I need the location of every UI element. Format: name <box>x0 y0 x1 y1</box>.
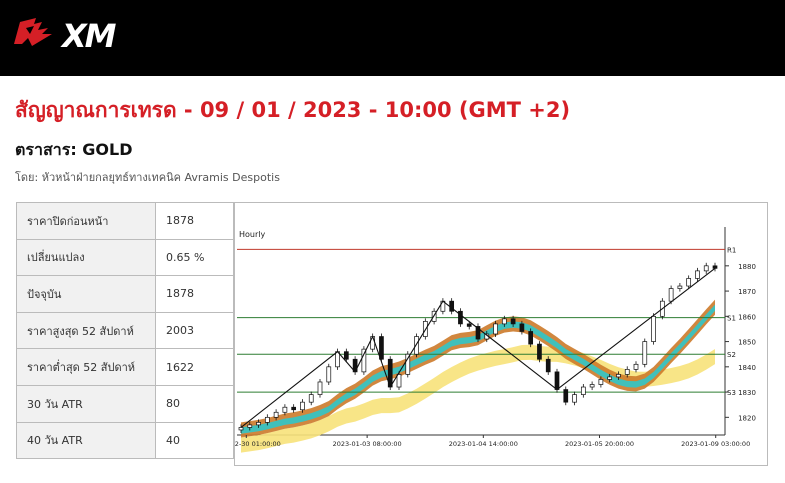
candle-body <box>554 371 560 390</box>
candle-body <box>291 406 297 411</box>
candle-body <box>405 353 411 375</box>
stat-label: ราคาปิดก่อนหน้า <box>16 202 156 240</box>
author-line: โดย: หัวหน้าฝ่ายกลยุทธ์ทางเทคนิค Avramis… <box>15 171 280 184</box>
stat-value: 1622 <box>155 348 234 386</box>
y-tick-label: 1860 <box>738 313 756 321</box>
candle-body <box>598 379 604 385</box>
xm-logo-mark-icon <box>14 18 52 46</box>
level-label-r1: R1 <box>727 246 736 254</box>
candle-body <box>616 374 621 378</box>
x-tick-label: 2023-01-09 03:00:00 <box>681 440 750 448</box>
candle-body <box>247 424 253 428</box>
candle-body <box>572 394 577 403</box>
stats-row: ราคาต่ำสุด 52 สัปดาห์ 1622 <box>16 348 234 386</box>
stat-label: ปัจจุบัน <box>16 275 156 313</box>
stats-row: ปัจจุบัน 1878 <box>16 275 234 313</box>
stat-value: 40 <box>155 421 234 460</box>
candle-body <box>624 369 630 375</box>
x-tick-label: 2023-01-05 20:00:00 <box>565 440 634 448</box>
stats-row: เปลี่ยนแปลง 0.65 % <box>16 238 234 277</box>
stats-row: 40 วัน ATR 40 <box>16 421 234 460</box>
xm-logo[interactable]: XM <box>12 14 132 55</box>
candle-body <box>493 323 498 335</box>
x-tick-label: 2022-12-30 01:00:00 <box>235 440 281 448</box>
stat-value: 1878 <box>155 275 234 313</box>
stat-label: ราคาต่ำสุด 52 สัปดาห์ <box>16 348 156 386</box>
candle-body <box>238 427 244 431</box>
candle-body <box>379 336 384 360</box>
y-tick-label: 1840 <box>738 364 756 372</box>
y-tick-label: 1870 <box>738 288 756 296</box>
candle-body <box>414 336 419 355</box>
candle-body <box>308 394 314 403</box>
candle-body <box>712 265 718 269</box>
candle-body <box>589 384 595 388</box>
x-tick-label: 2023-01-03 08:00:00 <box>333 440 402 448</box>
candle-body <box>273 411 279 418</box>
price-chart: Hourly 1820 1830 1840 1850 1860 1870 1880 R1 S1 S2… <box>234 202 768 466</box>
candle-body <box>256 422 261 426</box>
candle-body <box>703 265 709 272</box>
candle-body <box>528 331 534 345</box>
stat-value: 1878 <box>155 202 234 240</box>
timeframe-label: Hourly <box>239 230 265 239</box>
candle-body <box>300 401 305 411</box>
y-tick-label: 1820 <box>738 414 756 422</box>
candle-body <box>633 363 639 370</box>
stat-value: 80 <box>155 384 234 423</box>
candle-body <box>501 318 507 325</box>
x-tick-label: 2023-01-04 14:00:00 <box>449 440 518 448</box>
candle-body <box>537 343 542 360</box>
candle-body <box>695 270 700 279</box>
candle-body <box>317 381 323 395</box>
stats-row: 30 วัน ATR 80 <box>16 384 234 423</box>
y-tick-label: 1880 <box>738 263 756 271</box>
page-title: สัญญาณการเทรด - 09 / 01 / 2023 - 10:00 (… <box>15 98 571 122</box>
candle-body <box>519 323 525 332</box>
candle-body <box>651 315 656 342</box>
candle-body <box>396 374 402 388</box>
stat-value: 2003 <box>155 311 234 350</box>
candle-body <box>607 376 613 380</box>
ma-band-fast <box>241 304 715 434</box>
candle-body <box>642 341 648 365</box>
price-chart-svg: Hourly 1820 1830 1840 1850 1860 1870 1880 R1 S1 S2… <box>235 227 756 453</box>
brand-name: XM <box>62 17 116 55</box>
stat-label: ราคาสูงสุด 52 สัปดาห์ <box>16 311 156 350</box>
candle-body <box>361 348 367 373</box>
candle-body <box>475 326 481 340</box>
stats-row: ราคาสูงสุด 52 สัปดาห์ 2003 <box>16 311 234 350</box>
candle-body <box>686 278 692 287</box>
y-tick-label: 1830 <box>738 389 756 397</box>
candle-body <box>343 351 349 360</box>
candle-body <box>466 323 472 327</box>
candle-body <box>458 310 463 325</box>
candle-body <box>282 406 288 413</box>
level-label-s1: S1 <box>727 315 736 323</box>
candle-body <box>668 288 674 302</box>
candle-body <box>580 386 586 395</box>
stats-row: ราคาปิดก่อนหน้า 1878 <box>16 202 234 240</box>
candle-body <box>264 416 270 423</box>
level-label-s3: S3 <box>727 389 736 397</box>
stat-value: 0.65 % <box>155 238 234 277</box>
zigzag-line <box>240 267 716 428</box>
stat-label: 40 วัน ATR <box>16 421 156 460</box>
candle-body <box>510 318 516 325</box>
instrument-title: ตราสาร: GOLD <box>15 140 133 159</box>
stats-table: ราคาปิดก่อนหน้า 1878 เปลี่ยนแปลง 0.65 % ปัจจ… <box>16 202 234 460</box>
candle-body <box>326 366 332 383</box>
stat-label: เปลี่ยนแปลง <box>16 238 156 277</box>
level-label-s2: S2 <box>727 351 736 359</box>
stat-label: 30 วัน ATR <box>16 384 156 423</box>
brand-header: XM <box>0 0 785 76</box>
candle-body <box>563 389 569 403</box>
candle-body <box>545 358 551 373</box>
candle-body <box>677 285 683 289</box>
y-tick-label: 1850 <box>738 339 756 347</box>
